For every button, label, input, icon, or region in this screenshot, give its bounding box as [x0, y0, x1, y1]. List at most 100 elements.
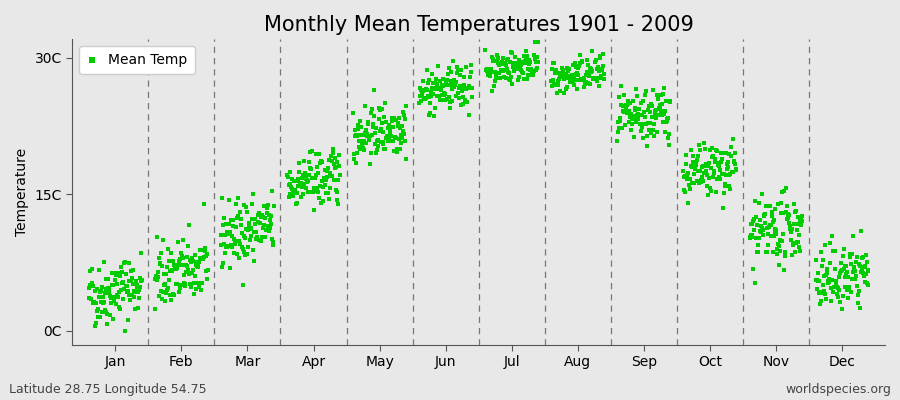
- Mean Temp: [419, 67, 434, 74]
- Mean Temp: [748, 280, 762, 286]
- Mean Temp: [789, 239, 804, 246]
- Mean Temp: [781, 211, 796, 217]
- Text: worldspecies.org: worldspecies.org: [785, 383, 891, 396]
- Mean Temp: [451, 66, 465, 73]
- Mean Temp: [281, 174, 295, 180]
- Mean Temp: [319, 177, 333, 183]
- Mean Temp: [724, 153, 739, 159]
- Mean Temp: [852, 304, 867, 311]
- Mean Temp: [433, 78, 447, 85]
- Mean Temp: [223, 228, 238, 235]
- Mean Temp: [298, 170, 312, 176]
- Mean Temp: [265, 236, 279, 242]
- Mean Temp: [750, 249, 764, 255]
- Mean Temp: [788, 239, 803, 246]
- Mean Temp: [395, 135, 410, 141]
- Mean Temp: [102, 285, 116, 292]
- Mean Temp: [794, 222, 808, 228]
- Mean Temp: [390, 146, 404, 153]
- Mean Temp: [114, 269, 129, 275]
- Mean Temp: [483, 66, 498, 72]
- Mean Temp: [747, 227, 761, 233]
- Mean Temp: [837, 284, 851, 290]
- Mean Temp: [617, 122, 632, 128]
- Mean Temp: [552, 70, 566, 76]
- Mean Temp: [432, 92, 446, 99]
- Mean Temp: [256, 214, 270, 220]
- Mean Temp: [326, 146, 340, 152]
- Mean Temp: [454, 102, 468, 108]
- Mean Temp: [844, 276, 859, 282]
- Mean Temp: [176, 262, 190, 268]
- Mean Temp: [450, 64, 464, 70]
- Mean Temp: [814, 289, 829, 296]
- Mean Temp: [559, 84, 573, 90]
- Mean Temp: [825, 233, 840, 239]
- Mean Temp: [693, 179, 707, 185]
- Mean Temp: [589, 57, 603, 63]
- Mean Temp: [351, 126, 365, 133]
- Mean Temp: [676, 168, 690, 174]
- Mean Temp: [818, 291, 832, 297]
- Mean Temp: [691, 142, 706, 148]
- Mean Temp: [321, 196, 336, 202]
- Mean Temp: [594, 73, 608, 79]
- Mean Temp: [251, 219, 266, 226]
- Mean Temp: [96, 299, 111, 306]
- Mean Temp: [215, 195, 230, 202]
- Mean Temp: [360, 132, 374, 139]
- Mean Temp: [641, 107, 655, 113]
- Mean Temp: [158, 271, 173, 277]
- Mean Temp: [860, 280, 874, 286]
- Mean Temp: [751, 222, 765, 228]
- Mean Temp: [649, 106, 663, 113]
- Mean Temp: [549, 67, 563, 73]
- Mean Temp: [284, 193, 299, 199]
- Mean Temp: [117, 259, 131, 266]
- Mean Temp: [663, 98, 678, 104]
- Mean Temp: [215, 264, 230, 270]
- Mean Temp: [432, 85, 446, 91]
- Mean Temp: [260, 210, 274, 216]
- Mean Temp: [493, 59, 508, 66]
- Mean Temp: [429, 92, 444, 99]
- Mean Temp: [310, 151, 324, 158]
- Mean Temp: [372, 104, 386, 111]
- Mean Temp: [241, 244, 256, 250]
- Mean Temp: [561, 74, 575, 81]
- Mean Temp: [482, 71, 497, 78]
- Mean Temp: [742, 234, 757, 240]
- Mean Temp: [494, 67, 508, 74]
- Mean Temp: [595, 66, 609, 73]
- Mean Temp: [179, 262, 194, 268]
- Mean Temp: [626, 115, 641, 121]
- Mean Temp: [512, 56, 526, 63]
- Mean Temp: [365, 132, 380, 138]
- Mean Temp: [809, 286, 824, 292]
- Mean Temp: [860, 267, 875, 273]
- Mean Temp: [564, 78, 579, 84]
- Mean Temp: [520, 76, 535, 83]
- Mean Temp: [309, 172, 323, 179]
- Mean Temp: [195, 255, 210, 262]
- Mean Temp: [860, 259, 874, 265]
- Mean Temp: [645, 114, 660, 120]
- Mean Temp: [198, 245, 212, 251]
- Mean Temp: [854, 255, 868, 261]
- Mean Temp: [779, 185, 794, 192]
- Mean Temp: [689, 162, 704, 168]
- Mean Temp: [310, 184, 325, 191]
- Mean Temp: [239, 251, 254, 258]
- Mean Temp: [294, 184, 309, 190]
- Mean Temp: [701, 192, 716, 198]
- Mean Temp: [428, 104, 443, 111]
- Mean Temp: [713, 167, 727, 173]
- Mean Temp: [728, 160, 742, 167]
- Mean Temp: [766, 218, 780, 225]
- Mean Temp: [615, 124, 629, 131]
- Mean Temp: [810, 270, 824, 276]
- Mean Temp: [173, 285, 187, 291]
- Mean Temp: [155, 296, 169, 302]
- Mean Temp: [679, 152, 693, 159]
- Mean Temp: [157, 271, 171, 277]
